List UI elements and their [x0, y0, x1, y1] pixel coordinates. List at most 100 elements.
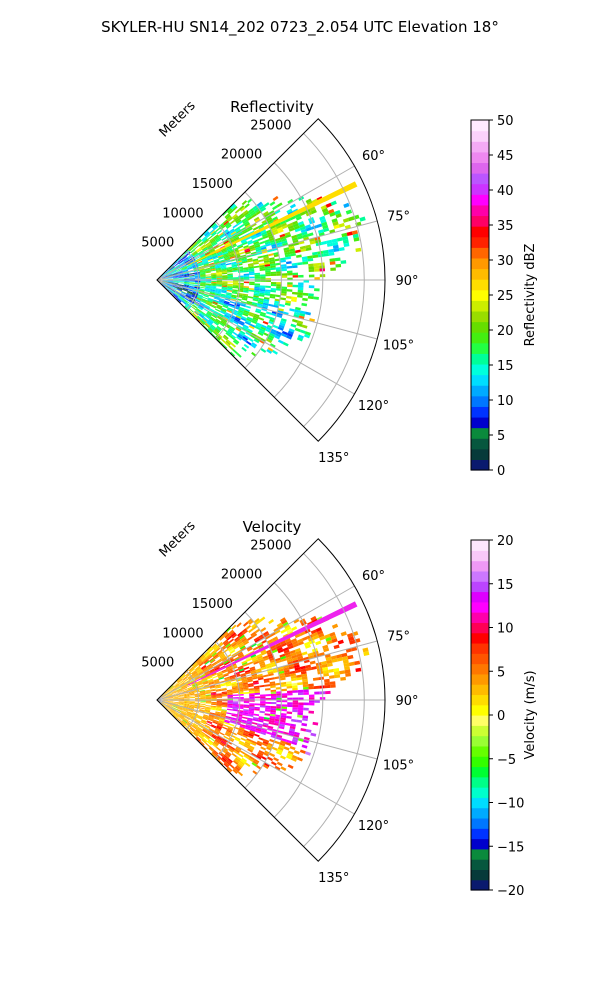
echo-gate	[328, 248, 334, 253]
echo-gate	[281, 695, 288, 698]
echo-gate	[322, 669, 329, 674]
radial-tick-label: 5000	[141, 236, 174, 251]
echo-gate	[222, 239, 229, 244]
echo-gate	[205, 695, 212, 697]
echo-gate	[243, 754, 250, 760]
echo-gate	[281, 700, 288, 703]
echo-gate	[243, 270, 249, 273]
echo-gate	[224, 661, 230, 666]
echo-gate	[196, 239, 202, 244]
echo-gate	[287, 764, 294, 770]
colorbar-swatch	[471, 247, 489, 259]
echo-gate	[213, 321, 219, 326]
echo-gate	[186, 682, 192, 686]
echo-gate	[196, 680, 202, 684]
echo-gate	[207, 245, 213, 250]
echo-gate	[161, 275, 167, 278]
echo-gate	[213, 749, 219, 755]
echo-gate	[238, 642, 244, 647]
echo-gate	[268, 210, 275, 215]
colorbar-tick-label: 0	[497, 709, 505, 724]
echo-gate	[277, 229, 284, 234]
echo-gate	[200, 694, 206, 696]
echo-gate	[211, 701, 217, 704]
echo-gate	[241, 241, 248, 246]
echo-gate	[189, 676, 195, 681]
echo-gate	[202, 658, 208, 663]
echo-gate	[225, 760, 231, 766]
echo-gate	[296, 677, 303, 681]
echo-gate	[176, 268, 182, 271]
echo-gate	[250, 334, 256, 339]
echo-gate	[167, 698, 174, 700]
echo-gate	[193, 686, 199, 689]
echo-gate	[168, 685, 174, 690]
echo-gate	[161, 703, 166, 707]
echo-gate	[241, 327, 248, 332]
echo-gate	[286, 711, 293, 715]
echo-gate	[276, 286, 282, 289]
echo-gate	[203, 262, 209, 265]
echo-gate	[254, 218, 261, 223]
echo-gate	[239, 634, 245, 640]
echo-gate	[236, 756, 242, 761]
echo-gate	[194, 256, 201, 260]
echo-gate	[178, 699, 185, 700]
echo-gate	[262, 655, 269, 660]
echo-gate	[218, 243, 225, 247]
echo-gate	[169, 290, 175, 294]
echo-gate	[270, 283, 277, 287]
theta-tick-label: 135°	[318, 451, 349, 466]
echo-gate	[197, 263, 204, 266]
echo-gate	[217, 650, 223, 656]
echo-gate	[196, 296, 202, 300]
echo-gate	[188, 720, 194, 725]
echo-gate	[168, 710, 174, 715]
echo-gate	[227, 704, 233, 707]
echo-gate	[248, 311, 255, 316]
echo-gate	[178, 276, 184, 278]
echo-gate	[281, 286, 288, 290]
echo-gate	[192, 683, 198, 687]
echo-gate	[258, 317, 265, 321]
echo-gate	[292, 284, 299, 288]
echo-gate	[301, 673, 308, 678]
echo-gate	[173, 278, 179, 280]
echo-gate	[211, 240, 217, 245]
colorbar-tick-label: 10	[497, 622, 514, 637]
echo-gate	[203, 316, 209, 321]
echo-gate	[162, 280, 168, 282]
echo-gate	[294, 327, 301, 332]
echo-gate	[266, 349, 273, 354]
echo-gate	[204, 689, 211, 692]
echo-gate	[232, 281, 239, 283]
echo-gate	[180, 721, 186, 726]
echo-gate	[205, 302, 212, 307]
echo-gate	[216, 746, 222, 752]
echo-gate	[239, 645, 246, 650]
echo-gate	[161, 273, 166, 277]
echo-gate	[199, 233, 204, 239]
echo-gate	[211, 661, 217, 666]
echo-gate	[167, 697, 174, 699]
echo-gate	[213, 258, 219, 262]
echo-gate	[205, 286, 211, 289]
echo-gate	[227, 273, 233, 276]
echo-gate	[173, 698, 179, 700]
colorbar-tick-label: 5	[497, 665, 505, 680]
echo-gate	[232, 702, 239, 705]
echo-gate	[280, 655, 287, 660]
echo-gate	[225, 682, 232, 686]
echo-gate	[195, 299, 201, 303]
echo-gate	[212, 733, 218, 738]
echo-gate	[287, 697, 293, 700]
echo-gate	[222, 251, 228, 255]
echo-gate	[204, 304, 211, 309]
echo-gate	[302, 258, 308, 263]
echo-gate	[167, 701, 174, 703]
echo-gate	[260, 649, 267, 654]
echo-gate	[215, 288, 222, 291]
echo-gate	[197, 715, 203, 719]
echo-gate	[331, 238, 338, 243]
colorbar-tick-label: 0	[497, 464, 505, 479]
